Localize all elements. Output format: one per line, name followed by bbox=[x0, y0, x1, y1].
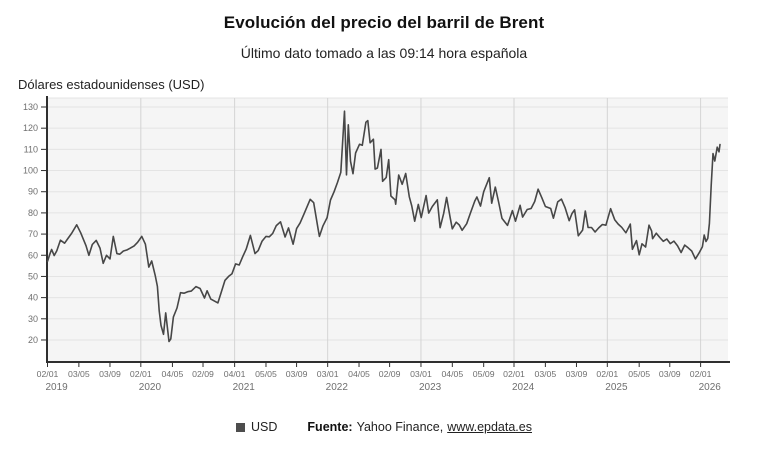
x-tick-label: 02/01 bbox=[130, 369, 152, 379]
x-year-label: 2021 bbox=[233, 382, 256, 393]
x-tick-label: 04/05 bbox=[162, 369, 184, 379]
x-tick-label: 02/01 bbox=[596, 369, 618, 379]
x-tick-label: 03/09 bbox=[99, 369, 121, 379]
legend-label: USD bbox=[251, 420, 278, 434]
page-title: Evolución del precio del barril de Brent bbox=[223, 13, 545, 32]
x-tick-label: 03/01 bbox=[317, 369, 339, 379]
x-tick-label: 04/01 bbox=[224, 369, 246, 379]
x-year-label: 2026 bbox=[699, 382, 722, 393]
x-year-label: 2024 bbox=[512, 382, 535, 393]
x-year-label: 2020 bbox=[139, 382, 162, 393]
x-tick-label: 05/05 bbox=[628, 369, 650, 379]
y-axis-title: Dólares estadounidenses (USD) bbox=[18, 77, 205, 92]
y-tick-label: 100 bbox=[23, 166, 38, 176]
y-tick-label: 50 bbox=[28, 271, 38, 281]
x-tick-label: 02/01 bbox=[37, 369, 59, 379]
x-year-label: 2019 bbox=[46, 382, 69, 393]
x-tick-label: 03/01 bbox=[410, 369, 432, 379]
y-tick-label: 120 bbox=[23, 123, 38, 133]
source-name: Yahoo Finance, bbox=[356, 420, 444, 434]
y-tick-label: 40 bbox=[28, 293, 38, 303]
x-tick-label: 02/01 bbox=[503, 369, 525, 379]
x-tick-label: 05/09 bbox=[473, 369, 495, 379]
x-tick-label: 02/09 bbox=[192, 369, 214, 379]
y-tick-label: 130 bbox=[23, 102, 38, 112]
y-tick-label: 110 bbox=[24, 144, 38, 154]
x-tick-label: 02/09 bbox=[379, 369, 401, 379]
x-tick-label: 04/05 bbox=[441, 369, 463, 379]
x-tick-label: 03/09 bbox=[659, 369, 681, 379]
x-tick-label: 05/05 bbox=[255, 369, 277, 379]
x-tick-label: 03/09 bbox=[566, 369, 588, 379]
x-year-label: 2023 bbox=[419, 382, 442, 393]
chart-footer: USD Fuente: Yahoo Finance, www.epdata.es bbox=[0, 420, 768, 434]
source-line: Fuente: Yahoo Finance, www.epdata.es bbox=[307, 420, 532, 434]
legend-item-usd[interactable]: USD bbox=[236, 420, 277, 434]
chart-subtitle: Último dato tomado a las 09:14 hora espa… bbox=[240, 45, 528, 61]
x-year-label: 2025 bbox=[605, 382, 628, 393]
y-tick-label: 30 bbox=[28, 314, 38, 324]
x-tick-label: 03/05 bbox=[68, 369, 90, 379]
x-tick-label: 02/01 bbox=[690, 369, 712, 379]
y-tick-label: 20 bbox=[28, 335, 38, 345]
y-tick-label: 70 bbox=[28, 229, 38, 239]
x-year-label: 2022 bbox=[326, 382, 349, 393]
plot-area bbox=[47, 98, 728, 361]
y-tick-label: 80 bbox=[28, 208, 38, 218]
source-label: Fuente: bbox=[307, 420, 353, 434]
usd-price-line[interactable] bbox=[46, 110, 721, 343]
legend-marker-icon bbox=[236, 422, 246, 432]
x-tick-label: 03/09 bbox=[286, 369, 308, 379]
y-tick-label: 90 bbox=[28, 187, 38, 197]
x-tick-label: 03/05 bbox=[534, 369, 556, 379]
y-tick-label: 60 bbox=[28, 250, 38, 260]
source-link[interactable]: www.epdata.es bbox=[447, 420, 532, 434]
x-tick-label: 04/05 bbox=[348, 369, 370, 379]
